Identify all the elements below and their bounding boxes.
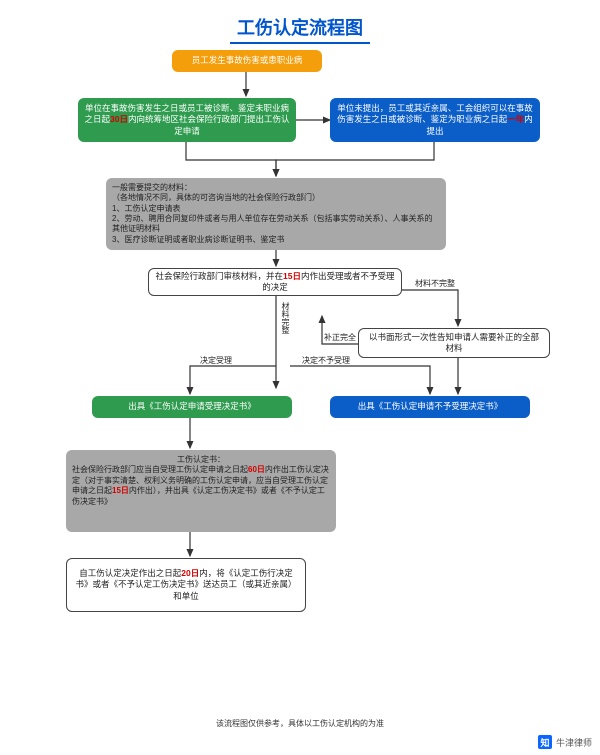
node-review: 社会保险行政部门审核材料，并在15日内作出受理或者不予受理的决定 [148, 268, 402, 296]
node-delivery: 自工伤认定决定作出之日起20日内，将《认定工伤行决定书》或者《不予认定工伤决定书… [66, 558, 306, 612]
label-complete: 材料完整 [280, 302, 291, 334]
label-supplement: 补正完全 [324, 332, 356, 343]
node-employer-apply: 单位在事故伤害发生之日或员工被诊断、鉴定未职业病之日起30日内向统筹地区社会保险… [78, 98, 296, 142]
label-reject: 决定不予受理 [302, 355, 350, 366]
label-accept: 决定受理 [200, 355, 232, 366]
node-decision: 工伤认定书： 社会保险行政部门应当自受理工伤认定申请之日起60日内作出工伤认定决… [66, 450, 336, 532]
node-materials: 一般需要提交的材料： （各地情况不同，具体的可咨询当地的社会保险行政部门） 1、… [106, 178, 446, 250]
label-incomplete: 材料不完整 [415, 278, 455, 289]
node-supplement-notice: 以书面形式一次性告知申请人需要补正的全部材料 [358, 328, 550, 358]
footer-note: 该流程图仅供参考，具体以工伤认定机构的为准 [0, 718, 600, 729]
node-start: 员工发生事故伤害或患职业病 [172, 50, 322, 72]
node-accept-doc: 出具《工伤认定申请受理决定书》 [92, 396, 292, 418]
node-reject-doc: 出具《工伤认定申请不予受理决定书》 [330, 396, 530, 418]
zhihu-icon: 知 [538, 735, 552, 749]
credit: 知 牛津律师 [538, 735, 592, 749]
node-employee-apply: 单位未提出，员工或其近亲属、工会组织可以在事故伤害发生之日或被诊断、鉴定为职业病… [330, 98, 540, 142]
